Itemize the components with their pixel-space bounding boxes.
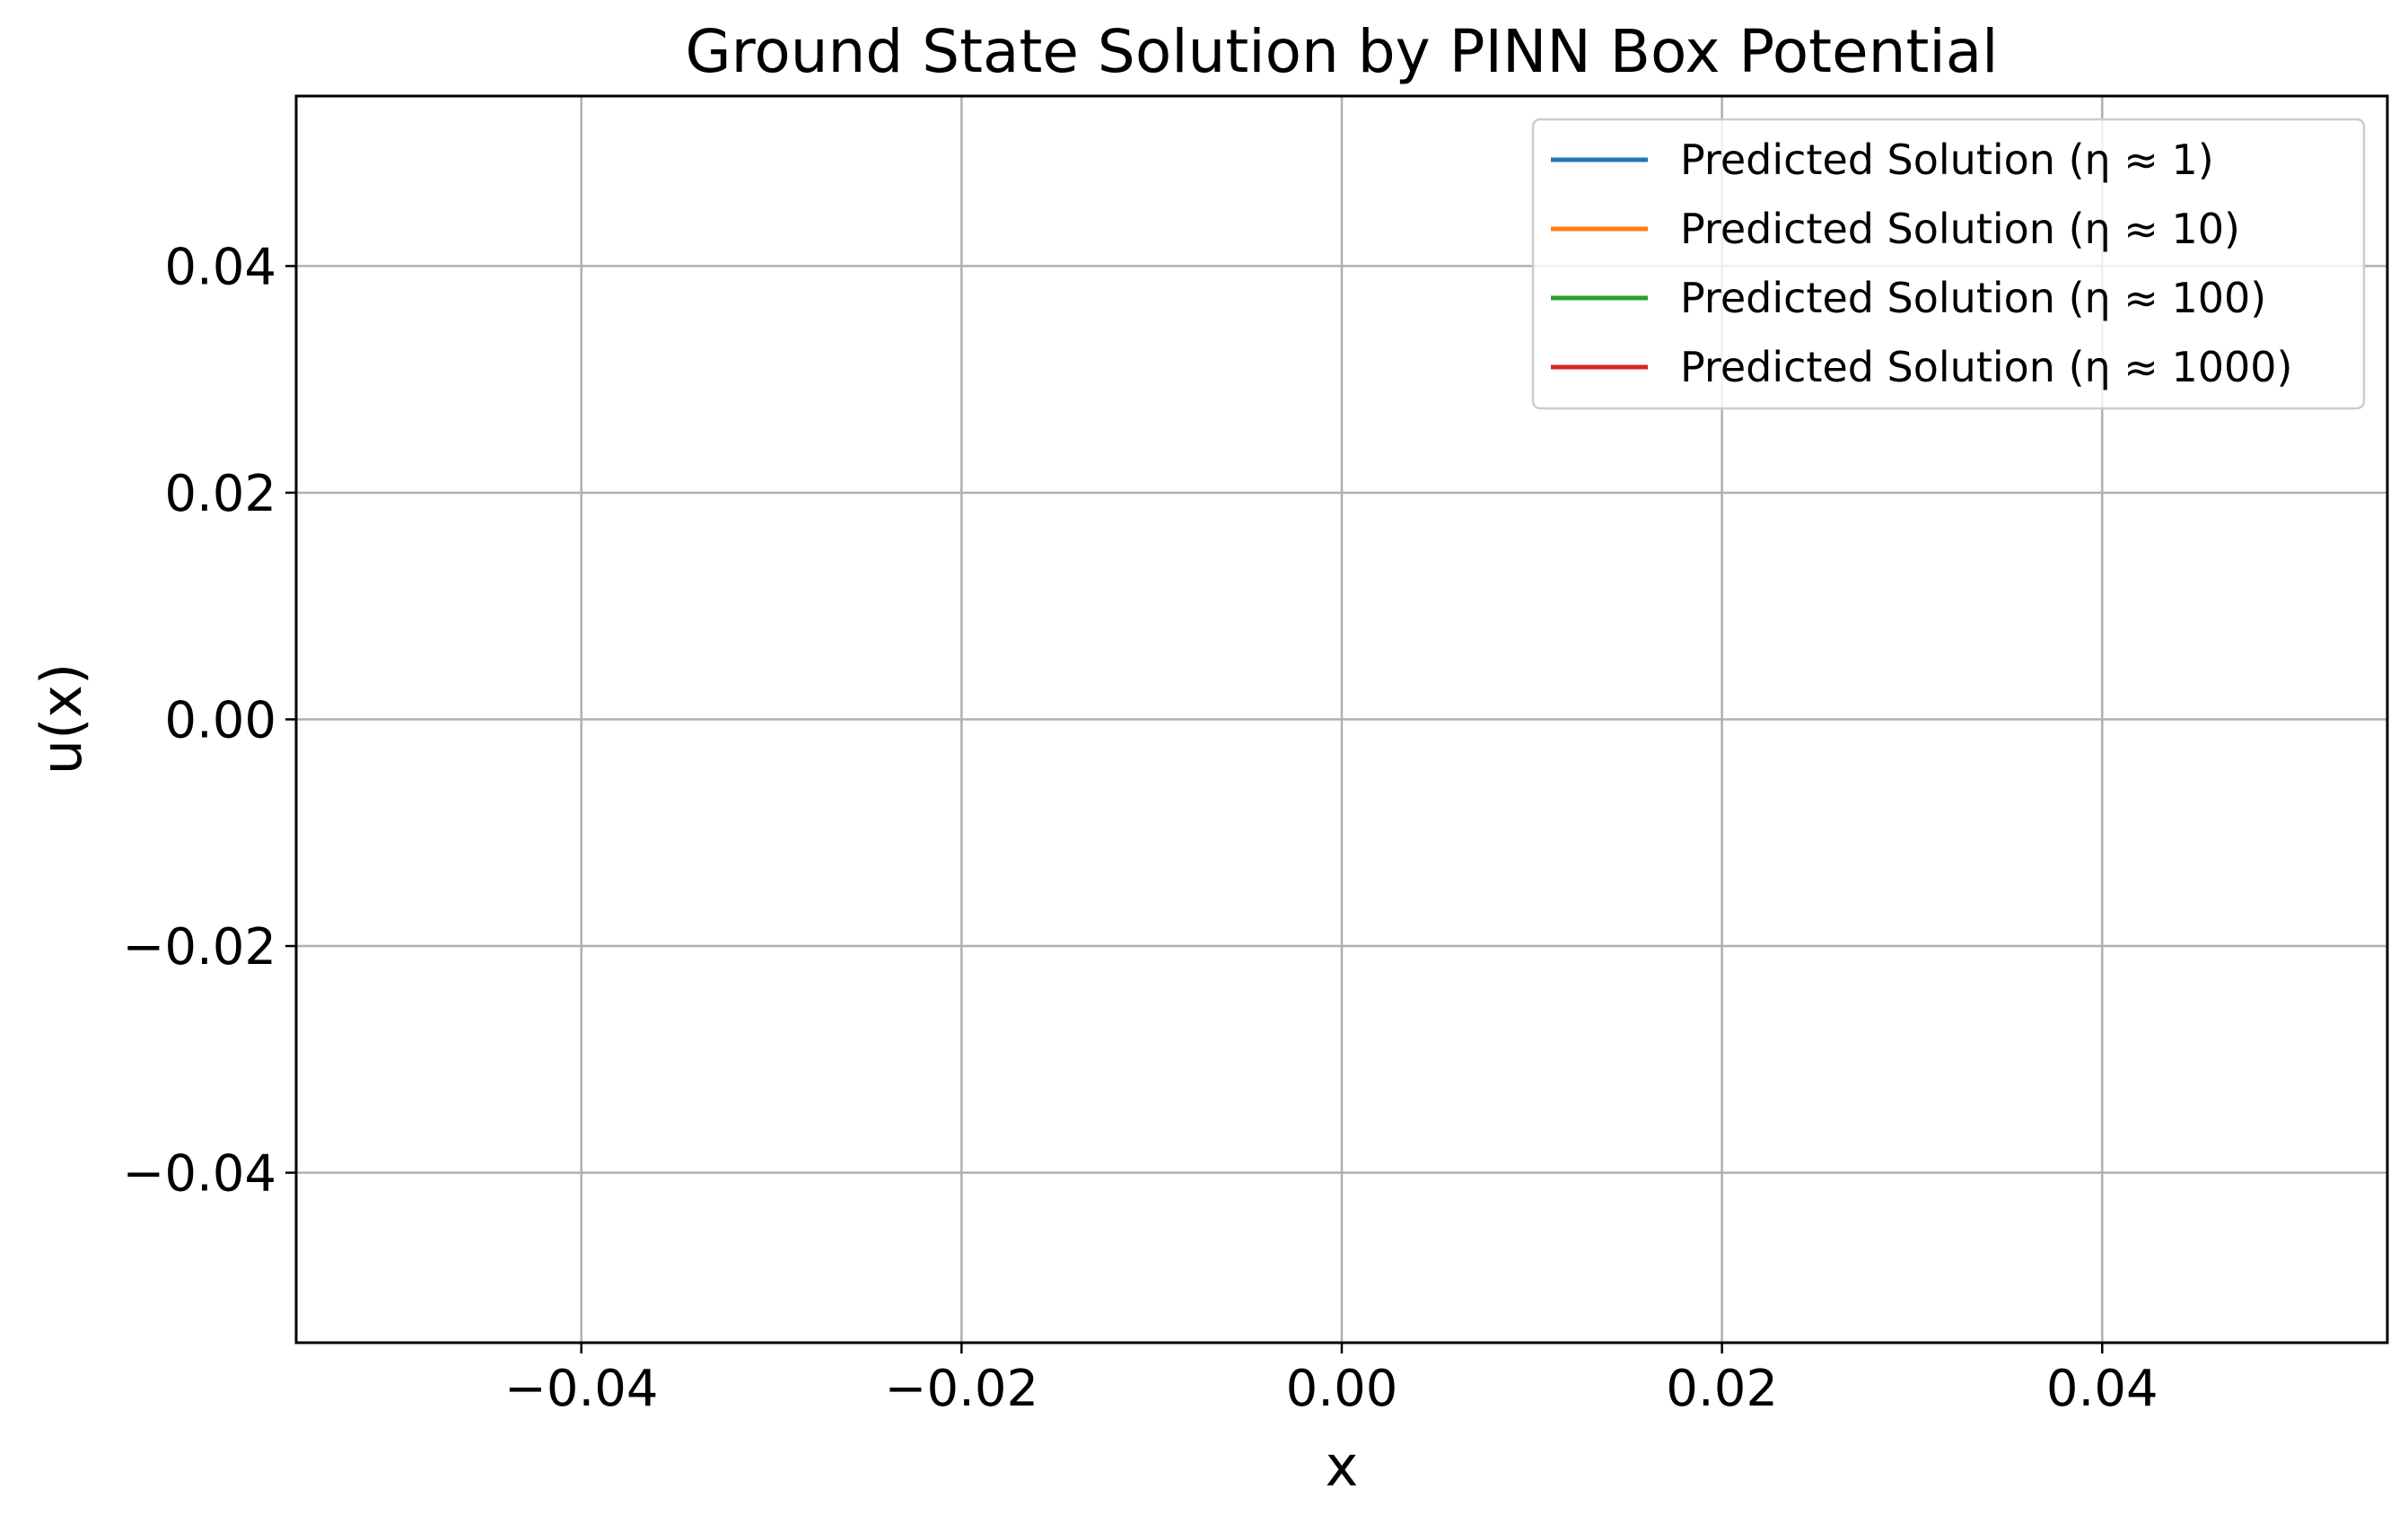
- legend-label: Predicted Solution (η ≈ 100): [1680, 274, 2266, 322]
- legend: Predicted Solution (η ≈ 1) Predicted Solu…: [1531, 118, 2366, 410]
- x-tick-label: −0.02: [885, 1360, 1039, 1418]
- y-axis-label: u(x): [29, 663, 94, 775]
- x-axis-label: x: [1326, 1433, 1359, 1499]
- chart-title: Ground State Solution by PINN Box Potent…: [686, 17, 1999, 86]
- y-tick-label: −0.04: [122, 1145, 276, 1204]
- legend-label: Predicted Solution (η ≈ 10): [1680, 205, 2240, 253]
- x-tick-label: −0.04: [504, 1360, 659, 1418]
- legend-label: Predicted Solution (η ≈ 1): [1680, 136, 2214, 184]
- y-tick-label: −0.02: [122, 918, 276, 977]
- x-tick-label: 0.04: [2046, 1360, 2158, 1418]
- y-tick-label: 0.00: [164, 692, 276, 750]
- y-tick-label: 0.02: [164, 465, 276, 523]
- legend-box: [1531, 118, 2366, 410]
- y-tick-label: 0.04: [164, 238, 276, 296]
- legend-label: Predicted Solution (η ≈ 1000): [1680, 343, 2292, 391]
- x-tick-label: 0.00: [1286, 1360, 1398, 1418]
- x-axis: −0.04 −0.02 0.00 0.02 0.04: [504, 1343, 2158, 1418]
- y-axis: −0.04 −0.02 0.00 0.02 0.04: [122, 238, 296, 1204]
- legend-entries: Predicted Solution (η ≈ 1) Predicted Solu…: [1551, 136, 2292, 391]
- x-tick-label: 0.02: [1666, 1360, 1778, 1418]
